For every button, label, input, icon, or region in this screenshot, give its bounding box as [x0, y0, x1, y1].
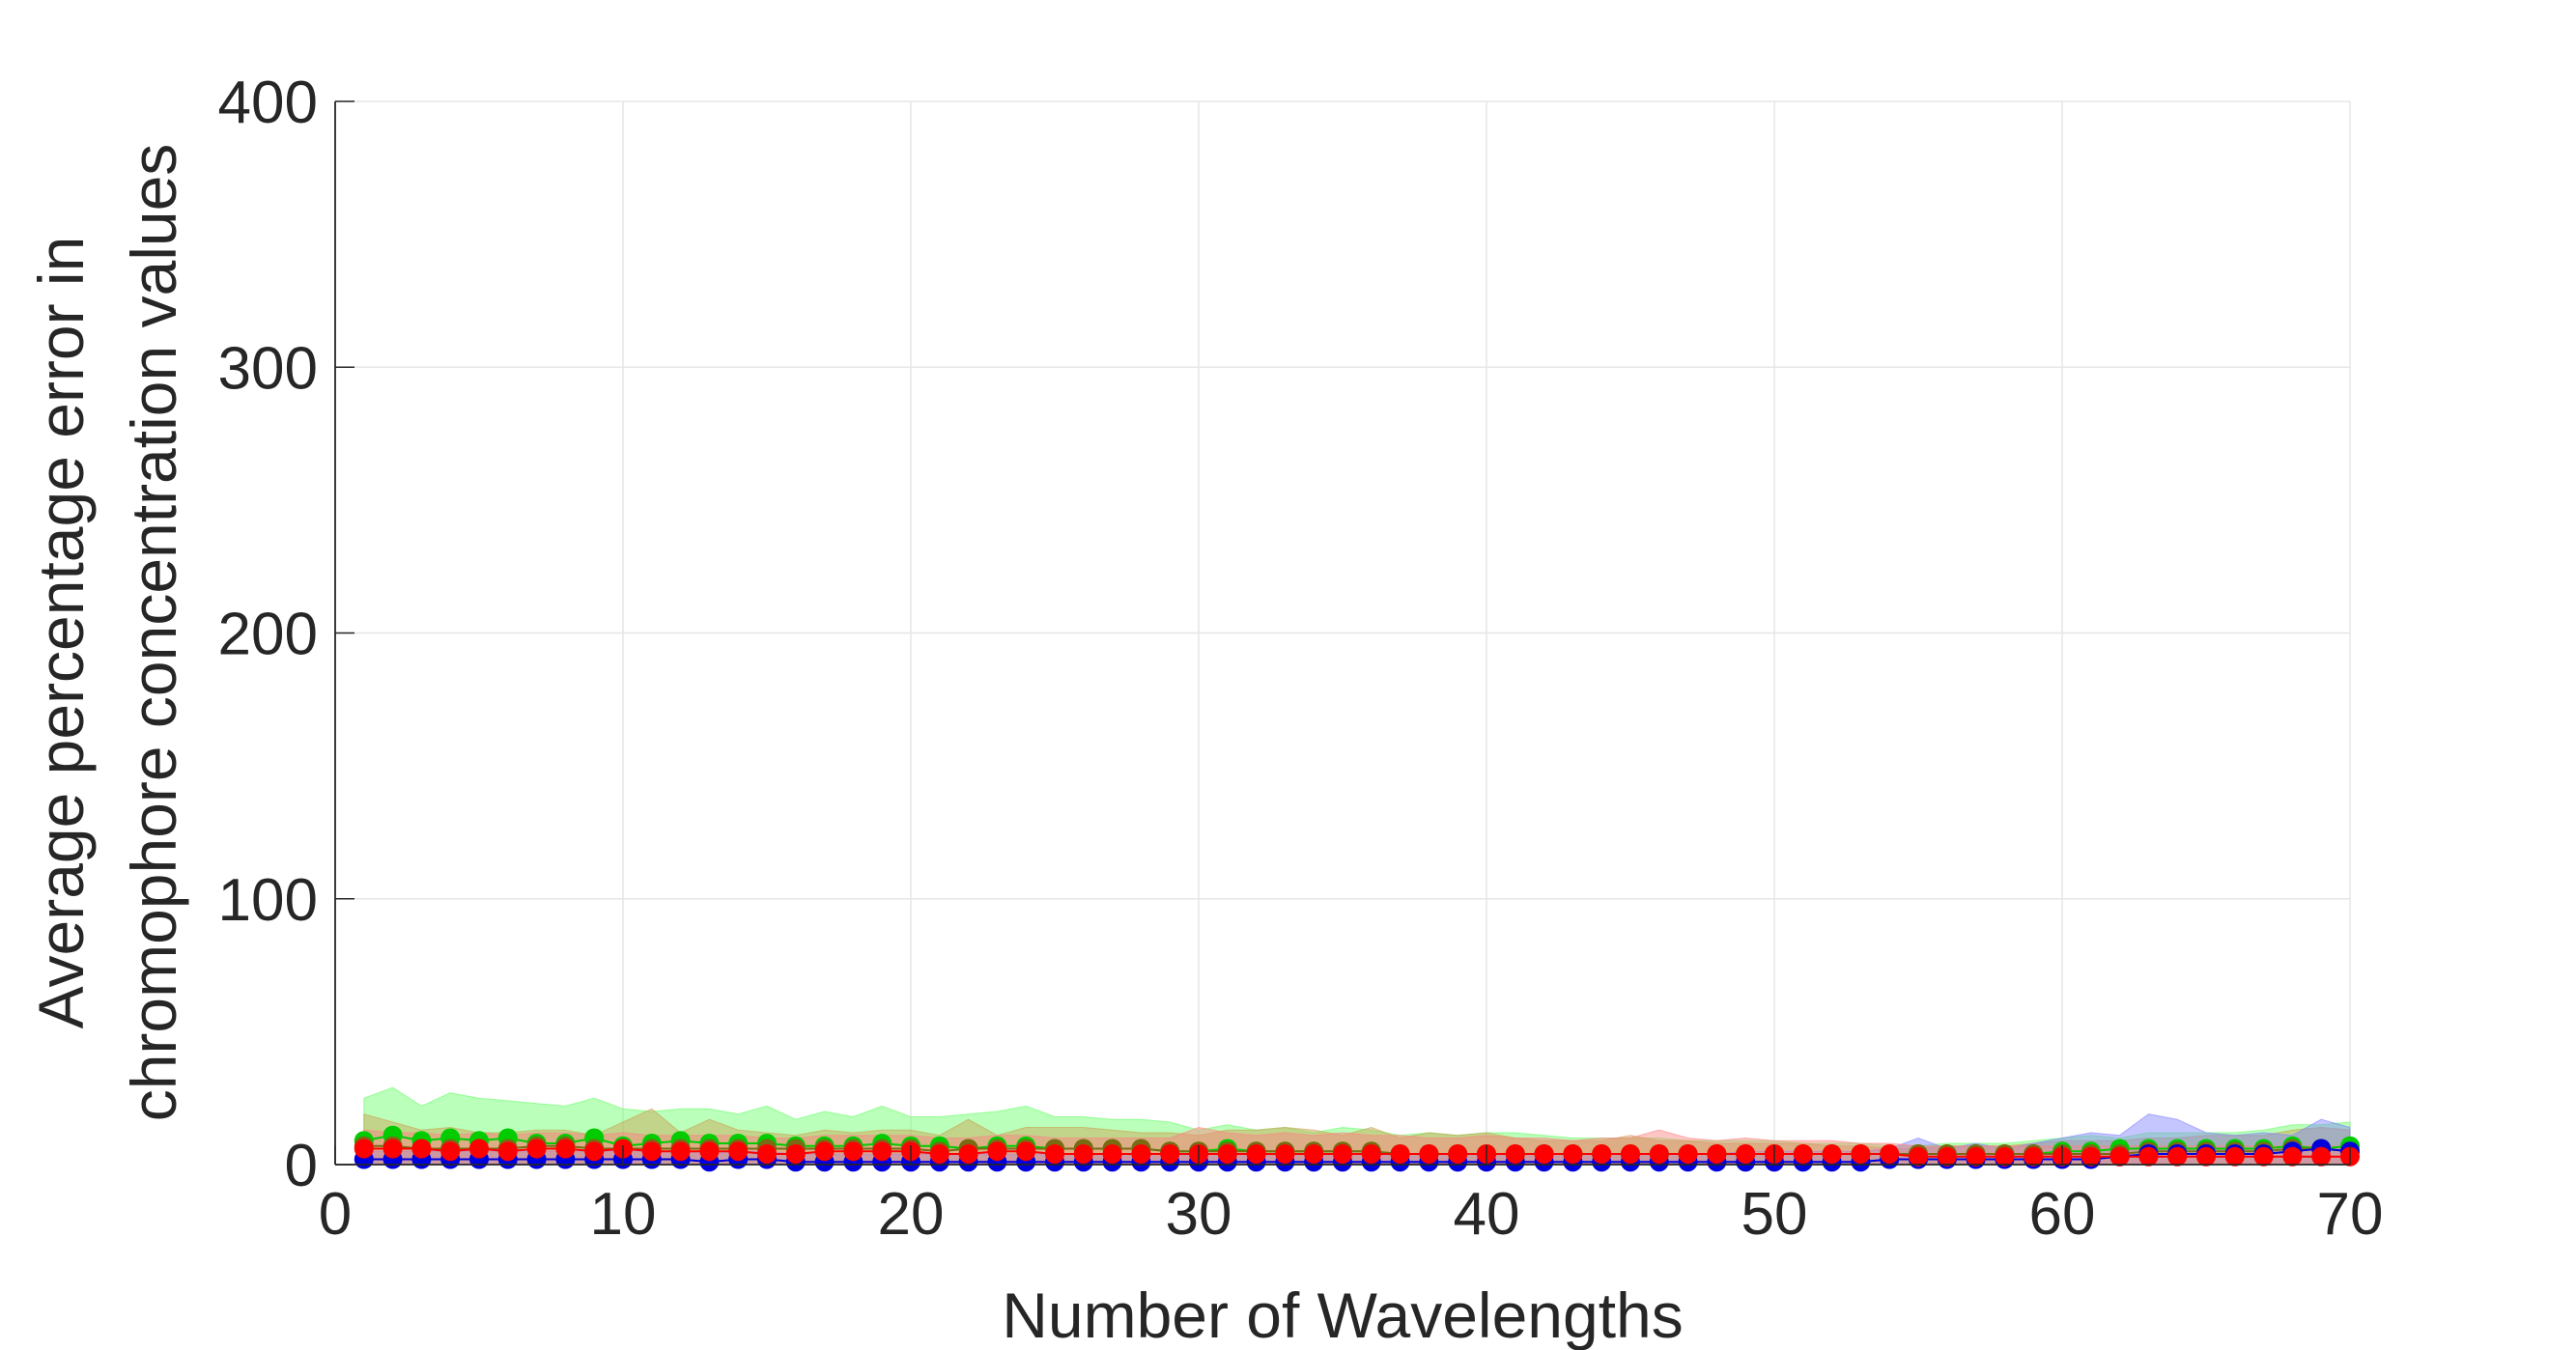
series-line-2 [363, 1147, 2351, 1164]
y-axis-label-line-2: chromophore concentration values [118, 144, 189, 1122]
data-point [1851, 1144, 1871, 1164]
data-point [1505, 1144, 1525, 1164]
data-point [670, 1141, 691, 1162]
data-point [1966, 1146, 1986, 1167]
data-point [1736, 1144, 1756, 1164]
data-point [699, 1141, 720, 1162]
data-point [1160, 1144, 1180, 1164]
series-line-3 [363, 1147, 2350, 1158]
data-point [1131, 1144, 1151, 1164]
data-point [1793, 1144, 1813, 1164]
data-point [584, 1141, 605, 1162]
data-point [958, 1144, 978, 1164]
x-tick-label: 20 [878, 1181, 945, 1248]
y-tick-label: 100 [218, 867, 318, 934]
data-point [411, 1139, 432, 1159]
x-tick-label: 30 [1166, 1181, 1232, 1248]
series-lines [363, 1134, 2351, 1164]
data-point [1534, 1144, 1554, 1164]
data-point [2138, 1146, 2159, 1167]
data-point [555, 1139, 576, 1159]
data-point [2167, 1146, 2188, 1167]
data-point [1333, 1144, 1352, 1164]
data-point [728, 1141, 749, 1162]
x-tick-label: 0 [319, 1181, 352, 1248]
data-point [1880, 1144, 1900, 1164]
data-point [843, 1141, 863, 1162]
data-point [2109, 1146, 2130, 1167]
data-point [1649, 1144, 1669, 1164]
y-tick-label: 200 [218, 602, 318, 668]
x-tick-label: 60 [2029, 1181, 2096, 1248]
data-point [1217, 1144, 1237, 1164]
data-point [785, 1144, 806, 1164]
data-point [872, 1141, 892, 1162]
series-line-1 [363, 1144, 2351, 1155]
data-point [440, 1141, 461, 1162]
data-point [1361, 1144, 1381, 1164]
data-point [757, 1144, 777, 1164]
x-axis-label: Number of Wavelengths [1002, 1280, 1684, 1350]
data-point [1275, 1144, 1295, 1164]
data-point [1102, 1144, 1122, 1164]
axes [334, 100, 2351, 1166]
data-points [354, 1125, 2360, 1172]
data-point [1937, 1146, 1957, 1167]
data-point [1390, 1144, 1410, 1164]
data-point [469, 1139, 489, 1159]
data-point [354, 1139, 374, 1159]
data-point [1304, 1144, 1324, 1164]
data-point [1045, 1144, 1064, 1164]
y-tick-label: 0 [285, 1133, 318, 1199]
data-point [2224, 1146, 2245, 1167]
data-point [641, 1141, 662, 1162]
data-point [526, 1139, 547, 1159]
data-point [1246, 1144, 1266, 1164]
data-point [1448, 1144, 1468, 1164]
x-tick-label: 50 [1741, 1181, 1808, 1248]
x-tick-label: 70 [2317, 1181, 2384, 1248]
data-point [2253, 1146, 2274, 1167]
data-point [1563, 1144, 1583, 1164]
tick-labels: 0 10 20 30 40 50 60 70 0 100 200 300 400 [218, 70, 2384, 1248]
data-point [1419, 1144, 1439, 1164]
data-point [814, 1141, 835, 1162]
data-point [929, 1144, 949, 1164]
data-point [1016, 1141, 1036, 1162]
y-tick-label: 300 [218, 335, 318, 402]
data-point [2311, 1146, 2332, 1167]
data-point [2196, 1146, 2216, 1167]
data-point [2081, 1146, 2101, 1167]
x-tick-label: 10 [590, 1181, 657, 1248]
grid [335, 100, 2351, 1165]
data-point [497, 1141, 518, 1162]
data-point [2282, 1146, 2303, 1167]
x-tick-label: 40 [1454, 1181, 1520, 1248]
data-point [1621, 1144, 1640, 1164]
data-point [987, 1141, 1007, 1162]
data-point [1678, 1144, 1698, 1164]
data-point [1073, 1144, 1093, 1164]
data-point [382, 1139, 403, 1159]
data-point [1707, 1144, 1727, 1164]
data-point [1995, 1146, 2015, 1167]
data-point [2024, 1146, 2044, 1167]
data-point [1592, 1144, 1612, 1164]
data-point [1822, 1144, 1842, 1164]
y-axis-label: Average percentage error in chromophore … [25, 144, 189, 1122]
y-tick-label: 400 [218, 70, 318, 136]
data-point [1909, 1146, 1928, 1167]
y-axis-label-line-1: Average percentage error in [25, 237, 97, 1029]
